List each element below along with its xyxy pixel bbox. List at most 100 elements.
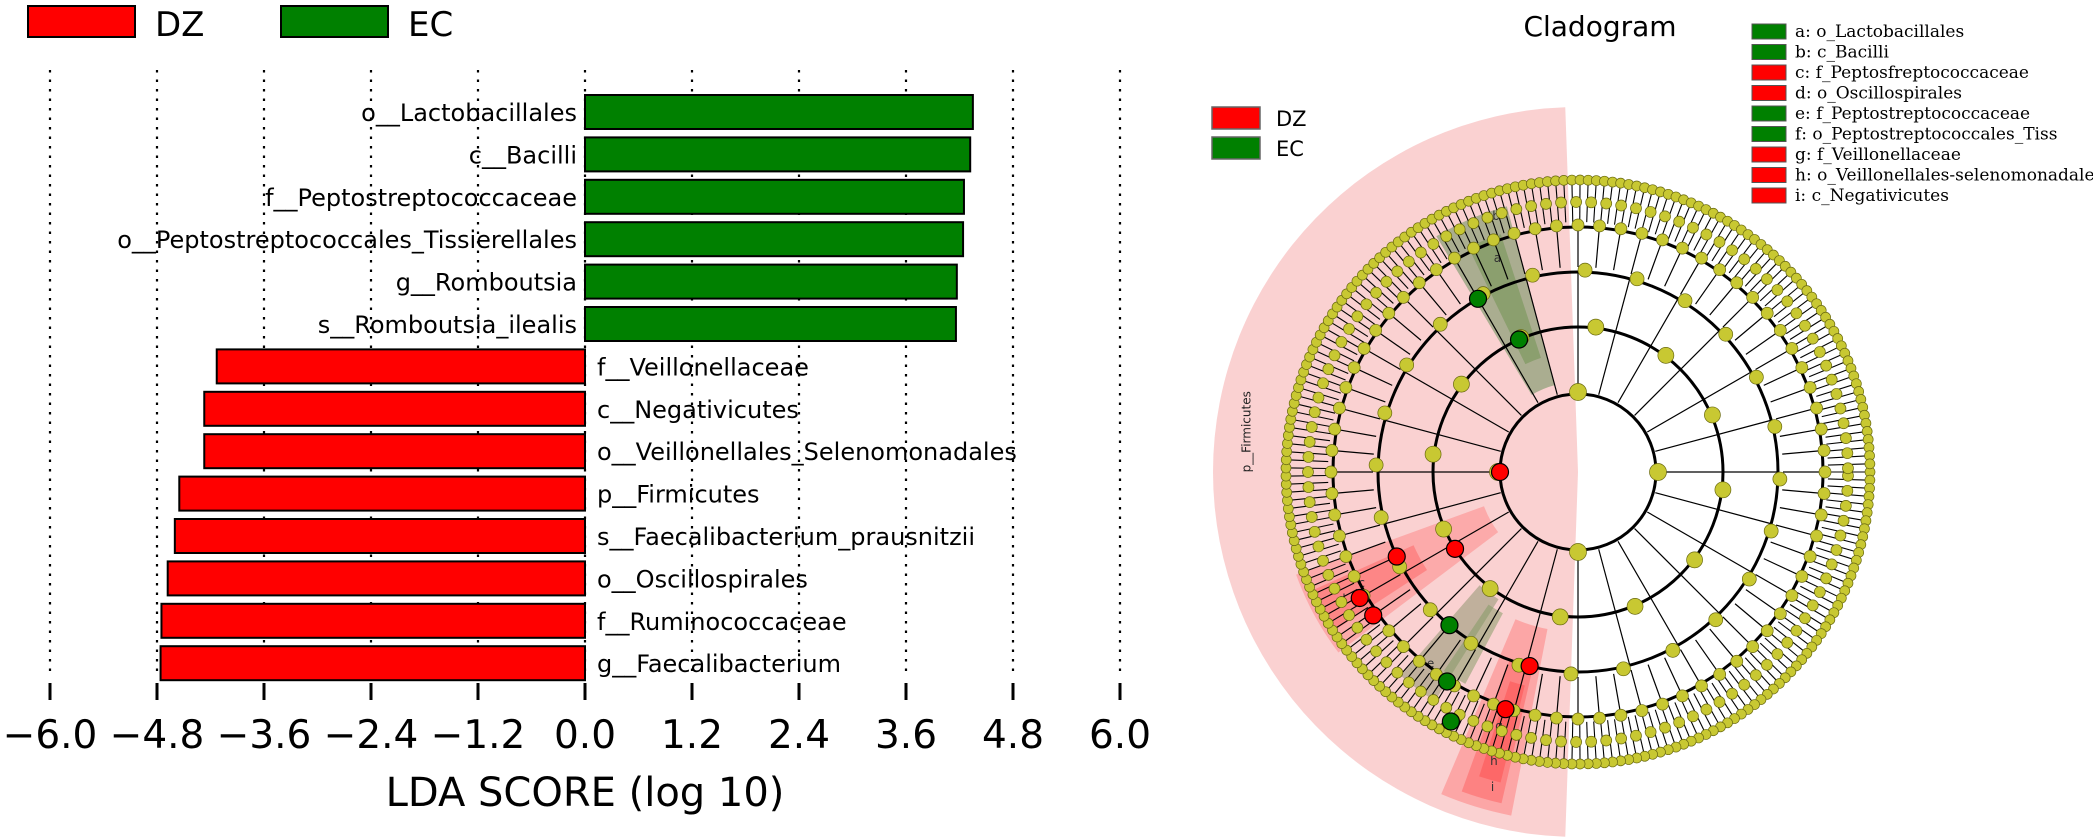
legend-label-dz: DZ [155,5,204,45]
node [1343,609,1355,621]
sector-letter-a: a [1494,251,1501,265]
node [1630,729,1642,742]
node [1391,666,1404,679]
node [1771,284,1784,296]
branch-line [1336,428,1377,437]
node [1749,669,1762,682]
node [1335,596,1348,608]
branch-line [1347,387,1386,403]
clado-legend-label-ec: EC [1276,137,1304,161]
node [1649,463,1667,481]
branch-line [1763,367,1801,386]
bar-f__Ruminococcaceae [160,602,586,639]
x-tick-label: −4.8 [110,713,205,758]
bar-p__Firmicutes [178,475,587,512]
branch-line [1436,330,1522,416]
node [1528,222,1542,236]
branch-line [1598,278,1631,395]
node [1440,701,1453,714]
key-entry-i: i: c_Negativicutes [1795,186,1949,206]
branch-line [1679,259,1702,295]
node [1453,375,1470,393]
node [1799,612,1811,625]
node [1429,263,1443,277]
node [1422,602,1438,618]
x-tick-label: −1.2 [431,713,526,758]
bar-f__Veillonellaceae [215,348,586,385]
node [1382,624,1396,638]
node [1563,666,1579,682]
key-swatch-d [1751,85,1787,101]
key-entry-e: e: f_Peptostreptococcaceae [1795,104,2030,124]
node [1840,432,1852,445]
node [1308,525,1321,538]
node [1357,342,1371,355]
node [1302,466,1314,478]
branch-line [1365,573,1401,596]
node [1380,275,1393,288]
branch-line [1384,492,1501,525]
node [1686,551,1703,569]
node [1467,241,1480,255]
node [1369,323,1383,337]
node [1673,716,1685,729]
node [1837,514,1850,527]
lda-bar-chart: DZ EC o__Lactobacillales c__Bacilli f__Pept… [3,5,1151,816]
node [1615,199,1628,212]
node [1708,612,1724,628]
branch-line [1664,657,1683,695]
branch-line [1664,249,1683,287]
node [1626,598,1644,615]
branch-line [1376,330,1411,355]
node [1814,508,1828,522]
key-swatch-g [1751,146,1787,163]
node [1830,388,1843,400]
node [1840,499,1852,512]
bar-label: c__Bacilli [469,141,577,169]
node [1317,377,1329,390]
branch-line [1617,298,1679,404]
node [1659,721,1671,734]
node [1377,405,1393,421]
bar-s__Romboutsia_ilealis [584,306,957,342]
node [1308,406,1321,419]
node [1412,276,1426,290]
bar-label: s__Romboutsia_ilealis [318,311,577,339]
branch-line [1365,348,1401,371]
legend-label-ec: EC [408,5,453,45]
node [1726,244,1738,257]
branch-line [1389,314,1422,341]
node [1328,508,1342,522]
node [1616,661,1631,677]
node [1713,696,1726,708]
node [1820,359,1833,372]
node [1814,422,1828,436]
node [1820,572,1833,585]
sector-letter-h: h [1490,754,1498,768]
node [1730,654,1744,668]
branch-line [1734,603,1767,630]
branch-line [1647,664,1663,703]
bar-s__Faecalibacterium_prausnitzii [173,518,586,554]
key-entry-d: d: o_Oscillospirales [1795,84,1962,104]
node [1467,689,1480,703]
branch-line [1755,348,1791,371]
branch-line [1646,371,1752,433]
node [1399,357,1415,373]
bar-label: s__Faecalibacterium_prausnitzii [597,523,975,551]
bars [159,94,974,682]
node [1795,570,1809,583]
branch-line [1404,616,1434,646]
node [1550,711,1563,725]
node [1841,484,1854,497]
node [1569,383,1587,401]
node [1435,520,1452,538]
node [1360,298,1373,311]
branch-line [1514,235,1526,275]
node [1657,347,1675,364]
node [1676,689,1689,703]
leaf-node [1864,458,1876,470]
branch-line [1556,676,1561,717]
key-swatch-i [1751,187,1787,204]
node [1842,462,1854,475]
